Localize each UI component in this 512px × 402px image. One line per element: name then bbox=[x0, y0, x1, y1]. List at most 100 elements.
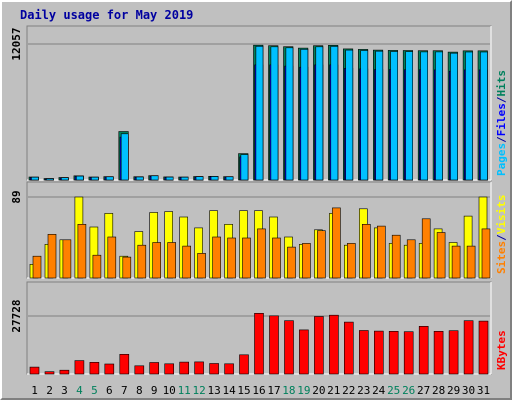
x-tick-label-day-24: 24 bbox=[372, 384, 386, 397]
bar-kbytes-day-24 bbox=[373, 330, 384, 375]
bar-kbytes-day-26 bbox=[403, 331, 414, 375]
legend-entry-pages: Pages bbox=[495, 143, 508, 176]
bar-kbytes-day-17 bbox=[269, 315, 279, 375]
x-tick-label-day-9: 9 bbox=[151, 384, 158, 397]
y-max-label: 12057 bbox=[10, 27, 23, 60]
bar-sites-day-17 bbox=[272, 237, 281, 279]
legend-sites-visits: Sites/Visits bbox=[495, 195, 508, 275]
y-max-label: 89 bbox=[10, 190, 23, 203]
bar-kbytes-day-12 bbox=[194, 361, 204, 375]
bar-sites-day-1 bbox=[32, 255, 42, 279]
bar-pages-day-11 bbox=[180, 176, 189, 181]
legend-entry-visits: Visits bbox=[495, 195, 508, 235]
bar-sites-day-31 bbox=[481, 228, 491, 279]
bar-kbytes-day-14 bbox=[224, 363, 234, 375]
x-tick-label-day-19: 19 bbox=[297, 384, 310, 397]
x-tick-label-day-10: 10 bbox=[163, 384, 176, 397]
bar-pages-day-31 bbox=[480, 51, 488, 181]
bar-pages-day-12 bbox=[195, 176, 204, 181]
bar-kbytes-day-11 bbox=[179, 361, 189, 375]
bar-kbytes-day-3 bbox=[59, 369, 70, 375]
bar-pages-day-20 bbox=[315, 46, 324, 181]
bar-pages-day-3 bbox=[60, 177, 69, 181]
x-tick-label-day-30: 30 bbox=[462, 384, 475, 397]
x-tick-label-day-8: 8 bbox=[136, 384, 143, 397]
x-tick-label-day-29: 29 bbox=[447, 384, 460, 397]
bar-pages-day-23 bbox=[360, 50, 369, 181]
bar-kbytes-day-9 bbox=[149, 362, 159, 375]
bar-sites-day-14 bbox=[227, 237, 236, 279]
bar-kbytes-day-30 bbox=[463, 320, 474, 375]
bar-pages-day-29 bbox=[450, 52, 458, 181]
bar-pages-day-21 bbox=[330, 46, 339, 181]
bar-kbytes-day-2 bbox=[44, 371, 55, 375]
x-tick-label-day-18: 18 bbox=[282, 384, 295, 397]
bar-pages-day-1 bbox=[31, 176, 39, 181]
bar-sites-day-16 bbox=[257, 228, 266, 279]
bar-kbytes-day-19 bbox=[299, 329, 309, 375]
bar-sites-day-9 bbox=[152, 242, 161, 279]
y-max-label: 27728 bbox=[10, 299, 23, 332]
chart-panel-kbytes: 27728 KBytes bbox=[10, 281, 508, 375]
bar-sites-day-18 bbox=[287, 246, 296, 279]
bar-sites-day-21 bbox=[332, 207, 341, 279]
bar-pages-day-24 bbox=[375, 50, 384, 181]
bar-kbytes-day-7 bbox=[119, 353, 130, 375]
bar-pages-day-13 bbox=[210, 176, 219, 181]
bar-kbytes-day-16 bbox=[254, 312, 264, 375]
x-tick-label-day-6: 6 bbox=[106, 384, 113, 397]
bar-pages-day-18 bbox=[285, 47, 294, 181]
bar-sites-day-22 bbox=[346, 243, 356, 279]
bar-sites-day-2 bbox=[47, 234, 57, 279]
bar-sites-day-12 bbox=[197, 253, 206, 279]
bar-sites-day-23 bbox=[361, 224, 371, 279]
x-tick-label-day-20: 20 bbox=[312, 384, 325, 397]
bar-kbytes-day-31 bbox=[478, 320, 489, 375]
x-tick-label-day-7: 7 bbox=[121, 384, 128, 397]
bar-kbytes-day-22 bbox=[343, 321, 354, 375]
bar-sites-day-30 bbox=[466, 245, 476, 279]
bar-sites-day-26 bbox=[406, 239, 416, 279]
bar-kbytes-day-4 bbox=[74, 360, 85, 375]
bar-kbytes-day-1 bbox=[29, 366, 40, 375]
bar-pages-day-10 bbox=[165, 176, 174, 181]
legend-entry-files: Files bbox=[495, 103, 508, 136]
bar-pages-day-7 bbox=[120, 133, 129, 181]
x-tick-label-day-4: 4 bbox=[76, 384, 83, 397]
x-tick-label-day-14: 14 bbox=[222, 384, 236, 397]
bar-kbytes-day-10 bbox=[164, 363, 174, 375]
bar-kbytes-day-20 bbox=[314, 316, 324, 375]
bar-kbytes-day-5 bbox=[89, 361, 100, 375]
x-tick-label-day-12: 12 bbox=[192, 384, 205, 397]
x-tick-label-day-22: 22 bbox=[342, 384, 355, 397]
bar-pages-day-2 bbox=[46, 178, 54, 181]
x-tick-label-day-25: 25 bbox=[387, 384, 400, 397]
bar-sites-day-7 bbox=[122, 256, 132, 279]
bar-sites-day-6 bbox=[107, 236, 117, 279]
x-tick-label-day-1: 1 bbox=[31, 384, 38, 397]
x-tick-label-day-11: 11 bbox=[178, 384, 191, 397]
bar-pages-day-5 bbox=[91, 176, 99, 181]
bar-sites-day-28 bbox=[436, 232, 446, 279]
legend-entry-sites: Sites bbox=[495, 241, 508, 274]
bar-sites-day-8 bbox=[137, 244, 147, 279]
bar-pages-day-15 bbox=[240, 154, 249, 181]
bar-kbytes-day-18 bbox=[284, 320, 294, 375]
x-tick-label-day-3: 3 bbox=[61, 384, 68, 397]
x-tick-label-day-21: 21 bbox=[327, 384, 340, 397]
bar-kbytes-day-23 bbox=[358, 330, 369, 375]
legend-entry-slash: / bbox=[495, 234, 508, 241]
bar-kbytes-day-28 bbox=[433, 330, 444, 375]
x-tick-label-day-17: 17 bbox=[267, 384, 280, 397]
bar-pages-day-25 bbox=[390, 51, 399, 181]
bar-sites-day-19 bbox=[302, 243, 311, 279]
graph-title: Daily usage for May 2019 bbox=[20, 8, 194, 22]
bar-kbytes-day-25 bbox=[388, 330, 399, 375]
x-tick-label-day-5: 5 bbox=[91, 384, 98, 397]
bar-pages-day-22 bbox=[345, 49, 354, 181]
legend-pages-files-hits: Pages/Files/Hits bbox=[495, 70, 508, 176]
chart-panel-sites-visits: 89 Sites/Visits bbox=[10, 181, 508, 279]
legend-entry-slash: / bbox=[495, 96, 508, 103]
